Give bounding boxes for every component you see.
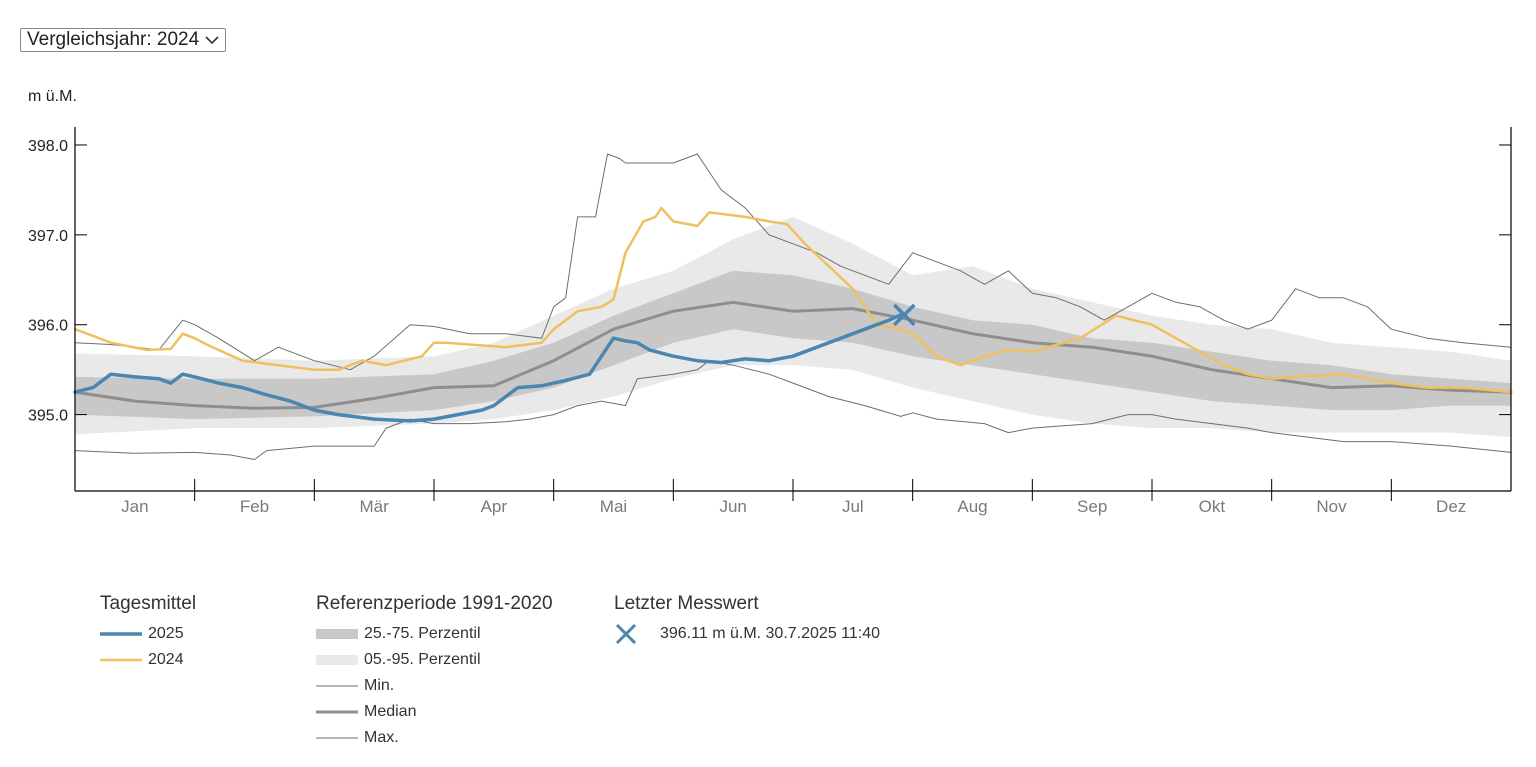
legend-label: Min.	[364, 677, 395, 694]
line-swatch-min	[316, 685, 358, 687]
legend-label: Median	[364, 703, 417, 720]
legend-title: Tagesmittel	[100, 593, 197, 614]
y-axis-unit-label: m ü.M.	[28, 88, 77, 105]
chevron-down-icon	[205, 36, 219, 45]
band-25-75	[75, 270, 1511, 420]
legend-label: 2025	[148, 625, 184, 642]
x-month-label: Jun	[719, 497, 746, 516]
x-month-label: Jan	[121, 497, 148, 516]
legend-item-min: Min.	[316, 673, 553, 699]
legend-item-p05-95: 05.-95. Perzentil	[316, 647, 553, 673]
legend-item-p25-75: 25.-75. Perzentil	[316, 621, 553, 647]
last-value-text: 396.11 m ü.M. 30.7.2025 11:40	[660, 625, 881, 642]
x-month-label: Okt	[1199, 497, 1226, 516]
x-month-label: Nov	[1316, 497, 1347, 516]
x-month-label: Mai	[600, 497, 627, 516]
legend-tagesmittel: Tagesmittel 2025 2024	[100, 593, 196, 673]
line-swatch-max	[316, 737, 358, 739]
y-tick-label: 395.0	[28, 408, 68, 425]
y-tick-label: 396.0	[28, 318, 68, 335]
x-month-label: Feb	[240, 497, 269, 516]
legend-title: Referenzperiode 1991-2020	[316, 593, 553, 614]
legend-item-2024: 2024	[100, 647, 196, 673]
legend-referenzperiode: Referenzperiode 1991-2020 25.-75. Perzen…	[316, 593, 553, 751]
legend-item-2025: 2025	[100, 621, 196, 647]
last-value-marker	[893, 303, 916, 327]
legend-label: Max.	[364, 729, 399, 746]
legend-label: 25.-75. Perzentil	[364, 625, 481, 642]
x-month-label: Jul	[842, 497, 864, 516]
legend-item-last-value: 396.11 m ü.M. 30.7.2025 11:40	[614, 621, 880, 647]
legend-label: 05.-95. Perzentil	[364, 651, 481, 668]
x-month-label: Aug	[957, 497, 987, 516]
line-swatch-2025	[100, 632, 142, 636]
comparison-year-select[interactable]: Vergleichsjahr: 2024	[20, 28, 227, 52]
x-month-label: Mär	[360, 497, 390, 516]
x-month-label: Dez	[1436, 497, 1466, 516]
water-level-chart: 395.0 396.0 397.0 398.0 m ü.M. Jan Feb Mär Apr Ma…	[28, 88, 1513, 516]
cross-marker-icon	[615, 623, 637, 645]
y-tick-label: 397.0	[28, 228, 68, 245]
y-tick-label: 398.0	[28, 138, 68, 155]
legend-item-median: Median	[316, 699, 553, 725]
legend-item-max: Max.	[316, 725, 553, 751]
line-swatch-2024	[100, 658, 142, 662]
band-swatch-05-95	[316, 655, 358, 665]
legend-label: 2024	[148, 651, 184, 668]
band-swatch-25-75	[316, 629, 358, 639]
line-swatch-median	[316, 710, 358, 714]
series-2025-line	[73, 313, 903, 423]
legend-title: Letzter Messwert	[614, 593, 759, 614]
comparison-year-label: Vergleichsjahr: 2024	[27, 29, 200, 50]
x-month-label: Apr	[481, 497, 508, 516]
max-line	[74, 153, 1512, 371]
series-2024-line	[73, 206, 1513, 394]
x-month-label: Sep	[1077, 497, 1107, 516]
legend-letzter-messwert: Letzter Messwert 396.11 m ü.M. 30.7.2025…	[614, 593, 880, 647]
